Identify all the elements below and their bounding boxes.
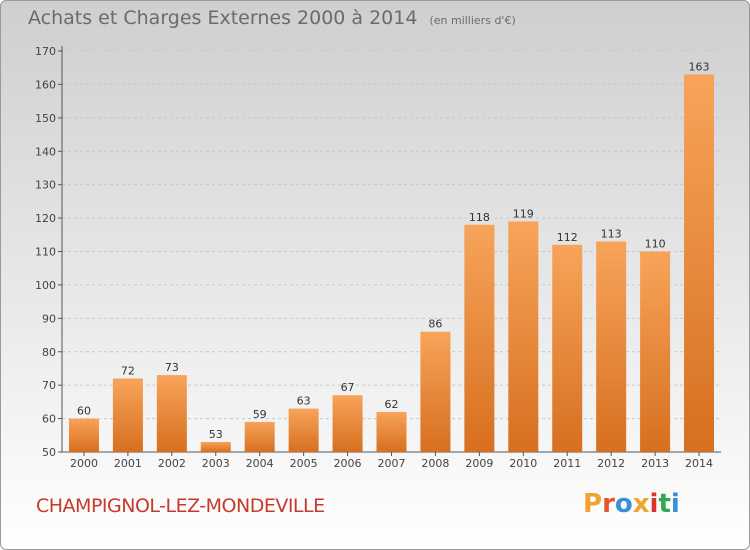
value-label-2014: 163 xyxy=(689,60,710,73)
bar-2011 xyxy=(552,244,583,452)
value-label-2000: 60 xyxy=(77,405,91,418)
proxiti-logo: Proxiti xyxy=(583,489,680,519)
x-tick-label-2005: 2005 xyxy=(290,457,318,470)
y-tick-label-170: 170 xyxy=(35,45,56,58)
y-tick-label-50: 50 xyxy=(42,446,56,459)
x-tick-label-2003: 2003 xyxy=(202,457,230,470)
x-tick-label-2013: 2013 xyxy=(641,457,669,470)
bar-2002 xyxy=(156,375,187,452)
x-tick-label-2004: 2004 xyxy=(246,457,274,470)
bars xyxy=(68,74,715,453)
y-tick-label-100: 100 xyxy=(35,279,56,292)
bar-2000 xyxy=(68,418,99,452)
x-tick-label-2001: 2001 xyxy=(114,457,142,470)
value-label-2013: 110 xyxy=(645,238,666,251)
y-tick-label-80: 80 xyxy=(42,346,56,359)
bar-2014 xyxy=(684,74,715,453)
value-label-2008: 86 xyxy=(428,318,442,331)
x-tick-label-2006: 2006 xyxy=(334,457,362,470)
y-tick-label-130: 130 xyxy=(35,179,56,192)
bar-2009 xyxy=(464,224,495,452)
bar-2003 xyxy=(200,441,231,452)
y-tick-label-70: 70 xyxy=(42,379,56,392)
value-label-2011: 112 xyxy=(557,231,578,244)
x-tick-label-2002: 2002 xyxy=(158,457,186,470)
x-tick-label-2010: 2010 xyxy=(509,457,537,470)
bar-2001 xyxy=(112,378,143,452)
bar-2004 xyxy=(244,421,275,452)
value-label-2005: 63 xyxy=(297,395,311,408)
y-tick-label-90: 90 xyxy=(42,312,56,325)
x-tick-label-2009: 2009 xyxy=(465,457,493,470)
value-label-2012: 113 xyxy=(601,227,622,240)
bar-2005 xyxy=(288,408,319,452)
y-tick-label-150: 150 xyxy=(35,112,56,125)
x-tick-label-2011: 2011 xyxy=(553,457,581,470)
y-tick-label-60: 60 xyxy=(42,413,56,426)
labels: 50 60 70 80 90 100 110 120 130 140 150 160 170 2000 60… xyxy=(35,45,713,470)
bar-2010 xyxy=(508,221,539,452)
x-tick-label-2014: 2014 xyxy=(685,457,713,470)
bar-2013 xyxy=(640,251,671,452)
logo-letter: x xyxy=(632,489,650,519)
x-tick-label-2007: 2007 xyxy=(378,457,406,470)
value-label-2001: 72 xyxy=(121,364,135,377)
x-tick-label-2008: 2008 xyxy=(421,457,449,470)
value-label-2002: 73 xyxy=(165,361,179,374)
logo-letter: i xyxy=(670,489,680,519)
logo-letter: o xyxy=(614,489,633,519)
logo-letter: t xyxy=(658,489,671,519)
logo-letter: P xyxy=(583,489,603,519)
value-label-2004: 59 xyxy=(253,408,267,421)
y-tick-label-160: 160 xyxy=(35,78,56,91)
logo-letter: r xyxy=(602,489,615,519)
value-label-2007: 62 xyxy=(385,398,399,411)
logo-letter: i xyxy=(649,489,659,519)
bar-2006 xyxy=(332,395,363,452)
bar-2008 xyxy=(420,331,451,452)
value-label-2010: 119 xyxy=(513,207,534,220)
bar-2007 xyxy=(376,411,407,452)
x-tick-label-2012: 2012 xyxy=(597,457,625,470)
chart-subtitle: (en milliers d'€) xyxy=(429,14,516,27)
y-tick-label-110: 110 xyxy=(35,246,56,259)
commune-name: CHAMPIGNOL-LEZ-MONDEVILLE xyxy=(36,495,325,517)
value-label-2009: 118 xyxy=(469,211,490,224)
value-label-2003: 53 xyxy=(209,428,223,441)
x-tick-label-2000: 2000 xyxy=(70,457,98,470)
y-tick-label-120: 120 xyxy=(35,212,56,225)
chart-header: Achats et Charges Externes 2000 à 2014 (… xyxy=(28,7,516,29)
y-tick-label-140: 140 xyxy=(35,145,56,158)
chart-title: Achats et Charges Externes 2000 à 2014 xyxy=(28,7,418,29)
value-label-2006: 67 xyxy=(341,381,355,394)
bar-2012 xyxy=(596,241,627,452)
